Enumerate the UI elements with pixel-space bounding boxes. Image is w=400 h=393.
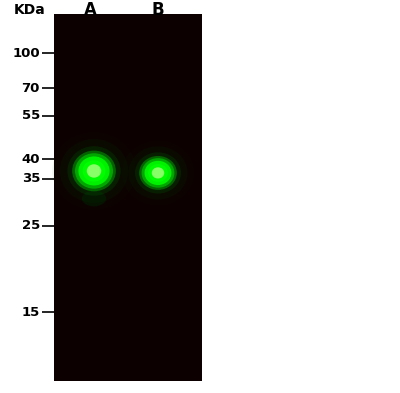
Ellipse shape [122, 140, 194, 205]
Text: 40: 40 [22, 152, 40, 166]
Ellipse shape [148, 164, 168, 182]
Bar [54, 14, 202, 381]
Ellipse shape [139, 156, 177, 190]
Ellipse shape [78, 156, 110, 185]
Ellipse shape [144, 161, 172, 185]
Ellipse shape [87, 164, 101, 178]
Ellipse shape [82, 191, 106, 206]
Ellipse shape [142, 158, 174, 187]
Text: A: A [84, 1, 96, 19]
Text: 15: 15 [22, 306, 40, 319]
Ellipse shape [135, 152, 181, 193]
Ellipse shape [152, 167, 164, 178]
Ellipse shape [67, 146, 121, 196]
Text: 70: 70 [22, 82, 40, 95]
Ellipse shape [128, 146, 188, 199]
Text: 100: 100 [12, 46, 40, 60]
Ellipse shape [75, 153, 113, 189]
Ellipse shape [60, 139, 128, 203]
Ellipse shape [82, 160, 106, 182]
Ellipse shape [52, 132, 136, 210]
Text: KDa: KDa [14, 3, 46, 17]
Text: B: B [152, 1, 164, 19]
Ellipse shape [72, 151, 116, 191]
Text: 55: 55 [22, 109, 40, 123]
Text: 25: 25 [22, 219, 40, 233]
Text: 35: 35 [22, 172, 40, 185]
